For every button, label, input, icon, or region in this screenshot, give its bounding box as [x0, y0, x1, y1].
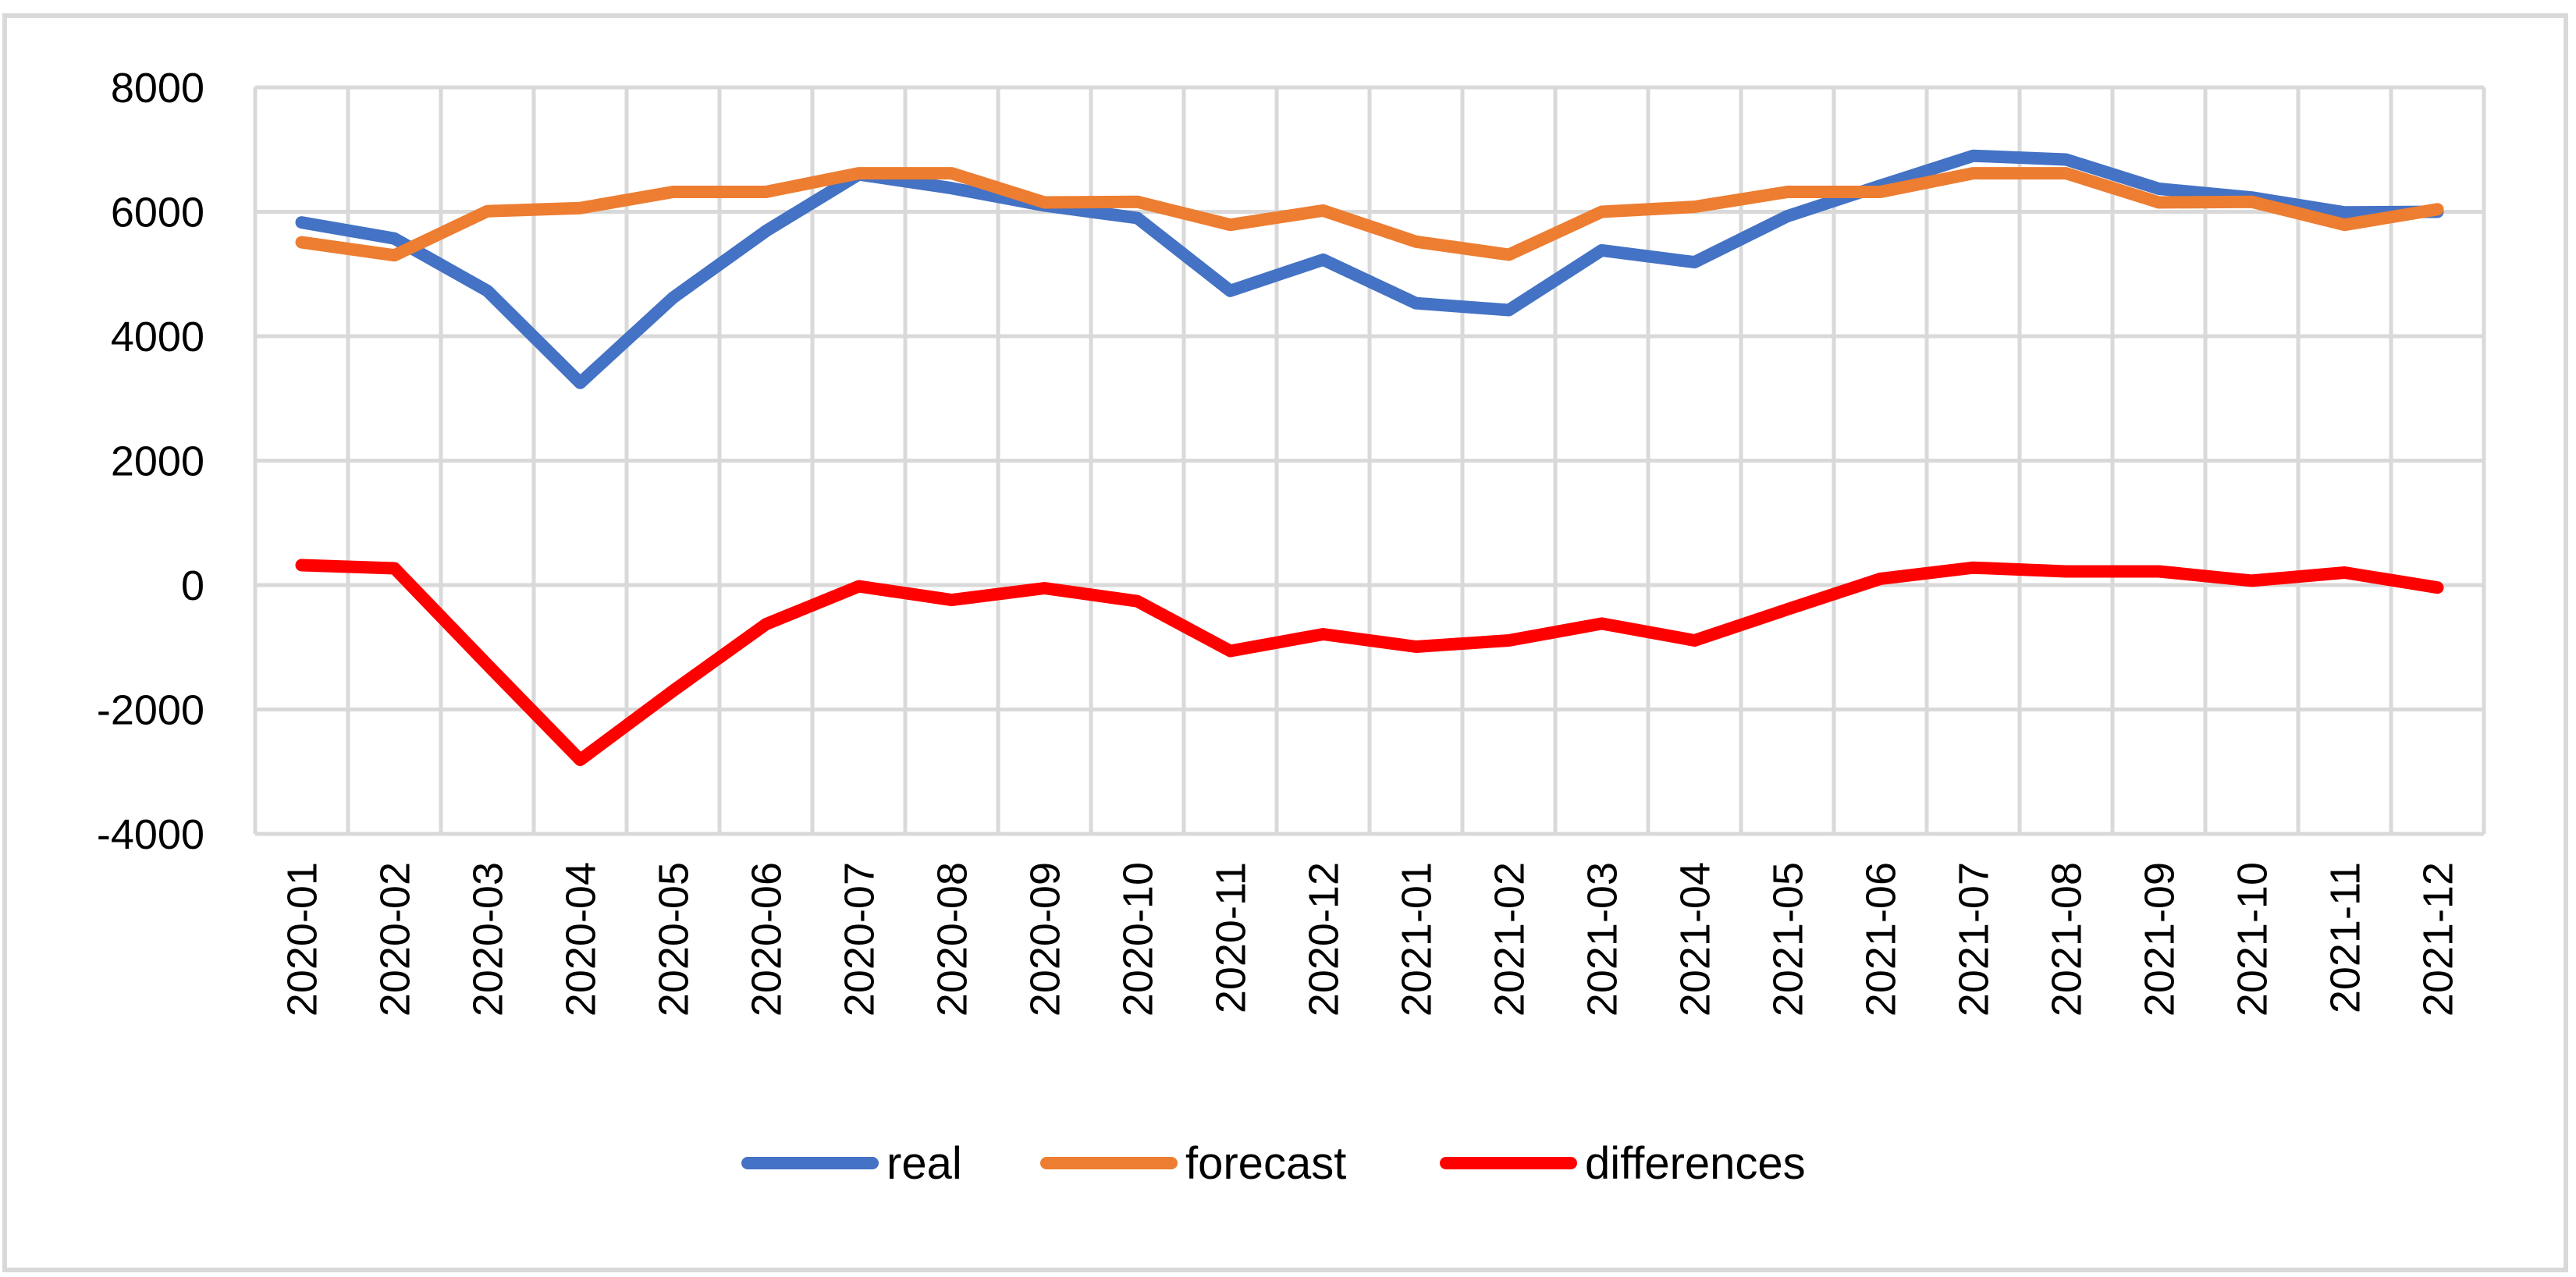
y-tick-label: 0	[181, 562, 204, 609]
y-tick-label: 6000	[111, 190, 204, 236]
legend-label-real: real	[886, 1138, 962, 1189]
x-axis-ticks: 2020-01 2020-02 2020-03 2020-04 2020-05 2020-…	[279, 862, 2462, 1016]
y-tick-label: 2000	[111, 438, 204, 485]
x-tick-label: 2020-04	[558, 862, 605, 1016]
x-tick-label: 2020-02	[372, 862, 419, 1016]
x-tick-label: 2020-12	[1301, 862, 1348, 1016]
x-tick-label: 2020-03	[465, 862, 512, 1016]
legend-item-differences: differences	[1440, 1138, 1806, 1189]
y-tick-label: 4000	[111, 314, 204, 360]
x-tick-label: 2020-06	[744, 862, 791, 1016]
x-tick-label: 2021-07	[1951, 862, 1998, 1016]
x-tick-label: 2020-05	[651, 862, 698, 1016]
y-tick-label: 8000	[111, 65, 204, 112]
legend-item-forecast: forecast	[1040, 1138, 1346, 1189]
series-line-real	[295, 149, 2444, 389]
gridlines	[253, 85, 2486, 836]
series-lines	[295, 149, 2444, 767]
x-tick-label: 2021-09	[2137, 862, 2183, 1016]
legend-item-real: real	[741, 1138, 962, 1189]
y-tick-label: -4000	[97, 811, 204, 858]
legend: real forecast differences	[741, 1138, 1806, 1189]
x-tick-label: 2020-09	[1022, 862, 1069, 1016]
series-line-forecast	[295, 167, 2444, 262]
x-tick-label: 2021-12	[2415, 862, 2462, 1016]
x-tick-label: 2020-01	[279, 862, 326, 1016]
x-tick-label: 2020-10	[1115, 862, 1162, 1016]
x-tick-label: 2020-07	[837, 862, 883, 1016]
x-tick-label: 2021-02	[1487, 862, 1533, 1016]
y-tick-label: -2000	[97, 687, 204, 734]
x-tick-label: 2021-08	[2044, 862, 2091, 1016]
x-tick-label: 2020-08	[929, 862, 976, 1016]
x-tick-label: 2021-03	[1579, 862, 1626, 1016]
x-tick-label: 2021-05	[1765, 862, 1812, 1016]
y-axis-ticks: 8000 6000 4000 2000 0 -2000 -4000	[97, 65, 204, 858]
legend-label-differences: differences	[1585, 1138, 1806, 1189]
x-tick-label: 2021-06	[1858, 862, 1905, 1016]
x-tick-label: 2020-11	[1208, 862, 1255, 1013]
x-tick-label: 2021-11	[2322, 862, 2369, 1013]
x-tick-label: 2021-04	[1672, 862, 1719, 1016]
legend-label-forecast: forecast	[1185, 1138, 1346, 1189]
x-tick-label: 2021-10	[2230, 862, 2276, 1016]
x-tick-label: 2021-01	[1394, 862, 1441, 1016]
series-line-differences	[295, 559, 2444, 767]
